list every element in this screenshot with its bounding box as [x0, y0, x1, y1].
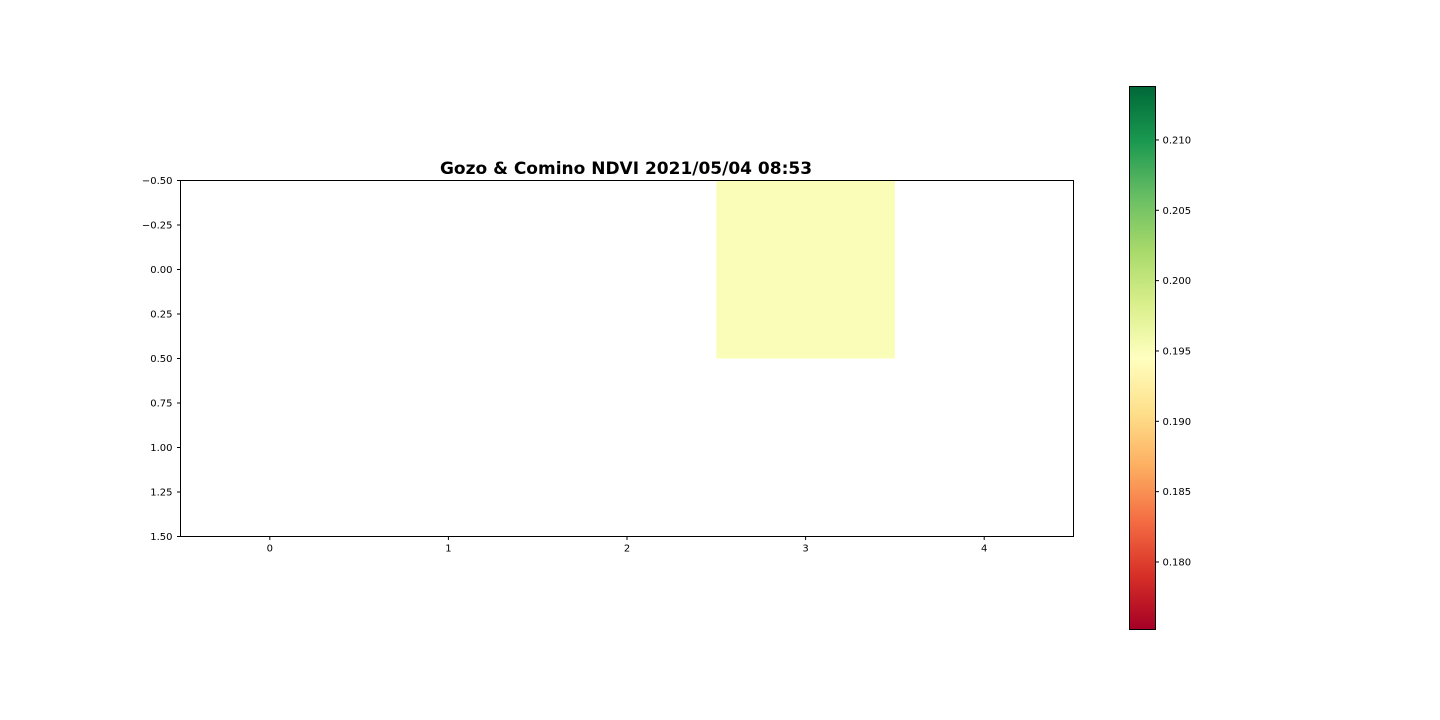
y-tick-label: 0.00 — [150, 265, 172, 276]
colorbar-tick-label: 0.180 — [1163, 557, 1192, 568]
plot-frame — [180, 180, 1074, 537]
x-tick-label: 4 — [981, 544, 987, 555]
y-axis: −0.50 −0.25 0.00 0.25 0.50 0.75 1.00 1.25 1.50 — [142, 176, 181, 543]
colorbar-tick-label: 0.205 — [1163, 206, 1192, 217]
colorbar-axis: 0.180 0.185 0.190 0.195 0.200 0.205 0.210 — [1155, 135, 1192, 568]
x-axis: 0 1 2 3 4 — [267, 536, 987, 555]
x-tick-label: 2 — [624, 544, 630, 555]
heatmap-cells — [716, 180, 895, 359]
x-tick-label: 3 — [802, 544, 808, 555]
y-tick-label: 0.25 — [150, 310, 172, 321]
y-tick-label: 1.50 — [150, 532, 172, 543]
colorbar-tick-label: 0.210 — [1163, 135, 1192, 146]
colorbar-tick-label: 0.195 — [1163, 346, 1192, 357]
y-tick-label: 0.50 — [150, 354, 172, 365]
y-tick-label: −0.50 — [142, 176, 173, 187]
x-tick-label: 1 — [445, 544, 451, 555]
y-tick-label: 1.00 — [150, 443, 172, 454]
colorbar-tick-label: 0.190 — [1163, 417, 1192, 428]
heatmap-cell — [716, 180, 895, 359]
chart-title: Gozo & Comino NDVI 2021/05/04 08:53 — [440, 159, 812, 179]
y-tick-label: 0.75 — [150, 399, 172, 410]
y-tick-label: 1.25 — [150, 488, 172, 499]
colorbar-tick-label: 0.185 — [1163, 487, 1192, 498]
x-tick-label: 0 — [267, 544, 273, 555]
colorbar — [1129, 86, 1156, 630]
colorbar-tick-label: 0.200 — [1163, 276, 1192, 287]
y-tick-label: −0.25 — [142, 221, 173, 232]
